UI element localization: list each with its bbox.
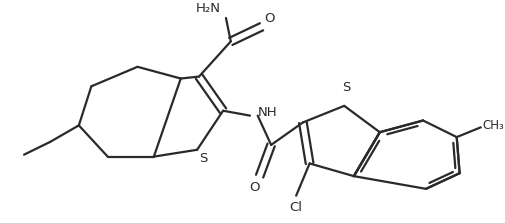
- Text: S: S: [199, 152, 208, 165]
- Text: Cl: Cl: [290, 200, 302, 214]
- Text: NH: NH: [258, 106, 277, 119]
- Text: O: O: [265, 12, 275, 25]
- Text: O: O: [249, 181, 260, 194]
- Text: CH₃: CH₃: [483, 119, 504, 132]
- Text: H₂N: H₂N: [196, 2, 221, 15]
- Text: S: S: [342, 81, 350, 94]
